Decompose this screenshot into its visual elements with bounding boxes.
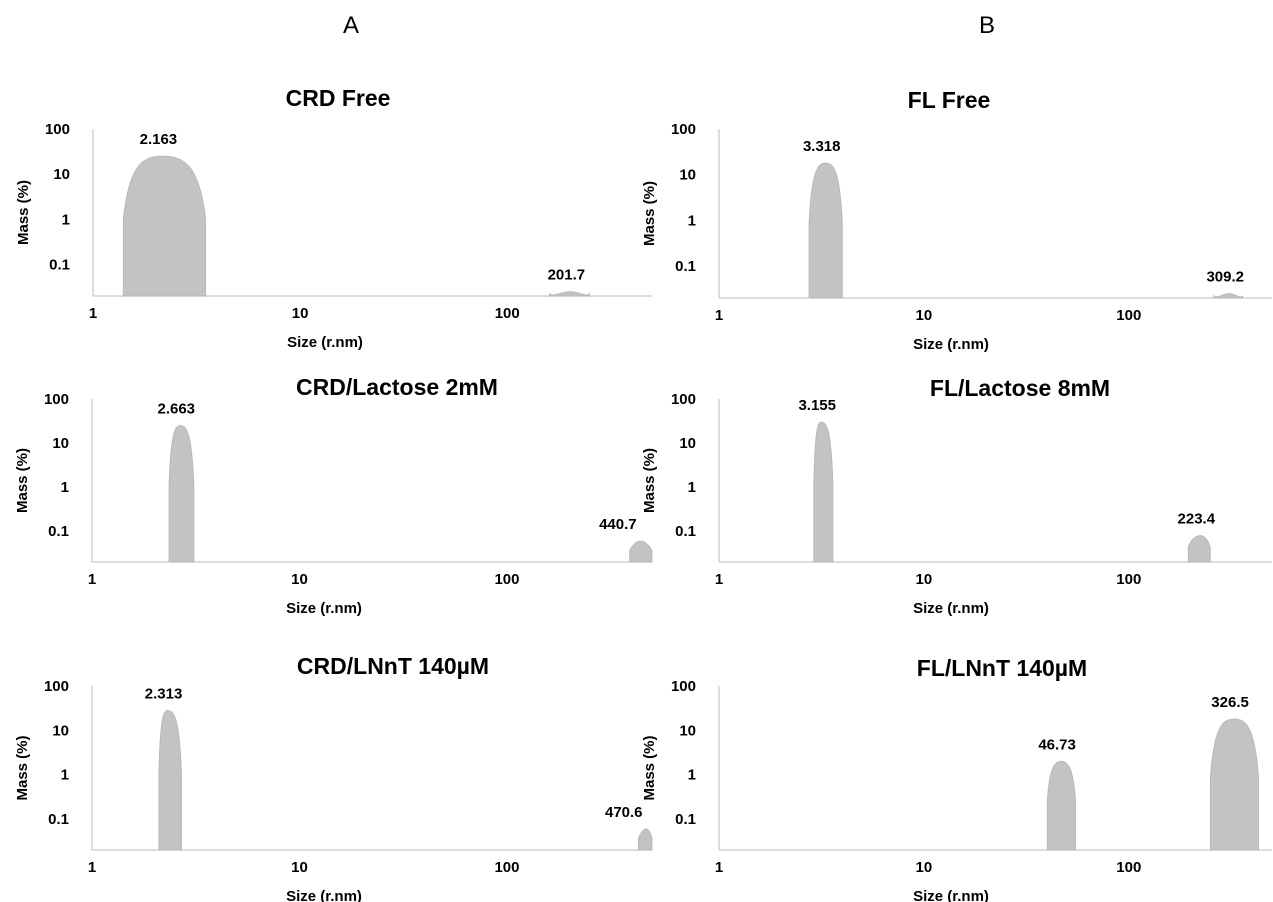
y-tick-label: 1	[61, 479, 69, 496]
y-tick-label: 0.1	[675, 258, 696, 275]
peak-label: 309.2	[1206, 269, 1244, 286]
x-tick-label: 1	[88, 571, 96, 588]
y-tick-label: 100	[45, 121, 70, 138]
chart-panel-fl-free: FL Free 100 10 1 0.1 1 10 100 Size (r.nm) Mass (%…	[641, 87, 1272, 353]
x-axis-label: Size (r.nm)	[913, 888, 989, 902]
y-tick-label: 10	[52, 722, 69, 739]
peak-label: 223.4	[1178, 510, 1216, 527]
peak-label: 201.7	[548, 267, 586, 284]
x-tick-label: 1	[89, 305, 97, 322]
peak-label: 2.663	[157, 401, 195, 418]
peak-label: 46.73	[1038, 736, 1076, 753]
y-axis-label: Mass (%)	[14, 448, 31, 513]
peak-label: 440.7	[599, 516, 637, 533]
x-axis-label: Size (r.nm)	[287, 334, 363, 351]
x-tick-label: 100	[1116, 307, 1141, 324]
y-tick-label: 0.1	[48, 811, 69, 828]
chart-title: CRD/LNnT 140µM	[297, 653, 489, 679]
x-tick-label: 10	[292, 305, 309, 322]
x-tick-label: 10	[916, 859, 933, 876]
y-tick-label: 1	[688, 767, 696, 784]
peak-201-7	[549, 291, 591, 297]
chart-panel-crd-lactose-2mm: CRD/Lactose 2mM 100 10 1 0.1 1 10 100 Size (r.nm…	[14, 374, 653, 617]
y-axis-label: Mass (%)	[14, 735, 31, 800]
y-tick-label: 1	[62, 211, 70, 228]
x-tick-label: 1	[88, 859, 96, 876]
peak-label: 3.318	[803, 138, 841, 155]
y-tick-label: 100	[671, 391, 696, 408]
x-axis-label: Size (r.nm)	[913, 600, 989, 617]
x-tick-label: 1	[715, 859, 723, 876]
x-tick-label: 10	[291, 859, 308, 876]
y-tick-label: 1	[61, 767, 69, 784]
peak-46-73	[1046, 760, 1076, 851]
y-tick-label: 100	[671, 678, 696, 695]
y-tick-label: 100	[44, 678, 69, 695]
x-tick-label: 10	[916, 307, 933, 324]
x-tick-label: 10	[916, 571, 933, 588]
peak-2-663	[168, 425, 195, 563]
chart-panels: CRD Free 100 10 1 0.1 1 10 100 Size (r.nm) Mass (…	[14, 85, 1272, 902]
y-tick-label: 10	[53, 166, 70, 183]
peak-223-4	[1187, 535, 1211, 563]
y-axis-label: Mass (%)	[15, 180, 32, 245]
column-label-b: B	[979, 12, 995, 39]
peak-309-2	[1213, 293, 1244, 299]
y-tick-label: 0.1	[48, 523, 69, 540]
x-tick-label: 100	[1116, 571, 1141, 588]
y-tick-label: 1	[688, 212, 696, 229]
peak-label: 326.5	[1211, 694, 1249, 711]
x-tick-label: 100	[495, 305, 520, 322]
y-tick-label: 10	[52, 435, 69, 452]
y-axis-label: Mass (%)	[641, 735, 658, 800]
x-tick-label: 100	[494, 859, 519, 876]
chart-panel-crd-lnnt-140-m: CRD/LNnT 140µM 100 10 1 0.1 1 10 100 Size (r.nm)…	[14, 653, 653, 902]
chart-title: FL/Lactose 8mM	[930, 375, 1110, 401]
peak-3-318	[808, 162, 843, 299]
chart-title: FL Free	[908, 87, 991, 113]
y-tick-label: 10	[679, 167, 696, 184]
chart-title: FL/LNnT 140µM	[917, 655, 1087, 681]
y-tick-label: 0.1	[49, 256, 70, 273]
y-tick-label: 100	[44, 391, 69, 408]
peak-470-6	[638, 828, 653, 851]
y-tick-label: 0.1	[675, 811, 696, 828]
peak-label: 470.6	[605, 804, 643, 821]
chart-title: CRD Free	[286, 85, 391, 111]
chart-title: CRD/Lactose 2mM	[296, 374, 498, 400]
y-axis-label: Mass (%)	[641, 448, 658, 513]
peak-440-7	[629, 540, 653, 563]
peak-label: 3.155	[798, 397, 836, 414]
chart-panel-fl-lactose-8mm: FL/Lactose 8mM 100 10 1 0.1 1 10 100 Size (r.nm)…	[641, 375, 1272, 617]
peak-326-5	[1209, 718, 1259, 851]
y-axis-label: Mass (%)	[641, 181, 658, 246]
x-axis-label: Size (r.nm)	[286, 600, 362, 617]
x-tick-label: 100	[1116, 859, 1141, 876]
x-tick-label: 100	[494, 571, 519, 588]
peak-2-313	[158, 710, 182, 851]
y-tick-label: 1	[688, 479, 696, 496]
column-label-a: A	[343, 12, 359, 39]
chart-panel-fl-lnnt-140-m: FL/LNnT 140µM 100 10 1 0.1 1 10 100 Size (r.nm) M…	[641, 655, 1272, 902]
peak-label: 2.163	[140, 131, 178, 148]
peak-3-155	[813, 421, 834, 563]
peak-2-163	[122, 155, 207, 297]
x-axis-label: Size (r.nm)	[286, 888, 362, 902]
y-tick-label: 10	[679, 435, 696, 452]
x-tick-label: 1	[715, 571, 723, 588]
peak-label: 2.313	[145, 686, 183, 703]
x-tick-label: 10	[291, 571, 308, 588]
y-tick-label: 10	[679, 722, 696, 739]
x-axis-label: Size (r.nm)	[913, 336, 989, 353]
y-tick-label: 100	[671, 121, 696, 138]
chart-panel-crd-free: CRD Free 100 10 1 0.1 1 10 100 Size (r.nm) Mass (…	[15, 85, 652, 351]
x-tick-label: 1	[715, 307, 723, 324]
y-tick-label: 0.1	[675, 523, 696, 540]
